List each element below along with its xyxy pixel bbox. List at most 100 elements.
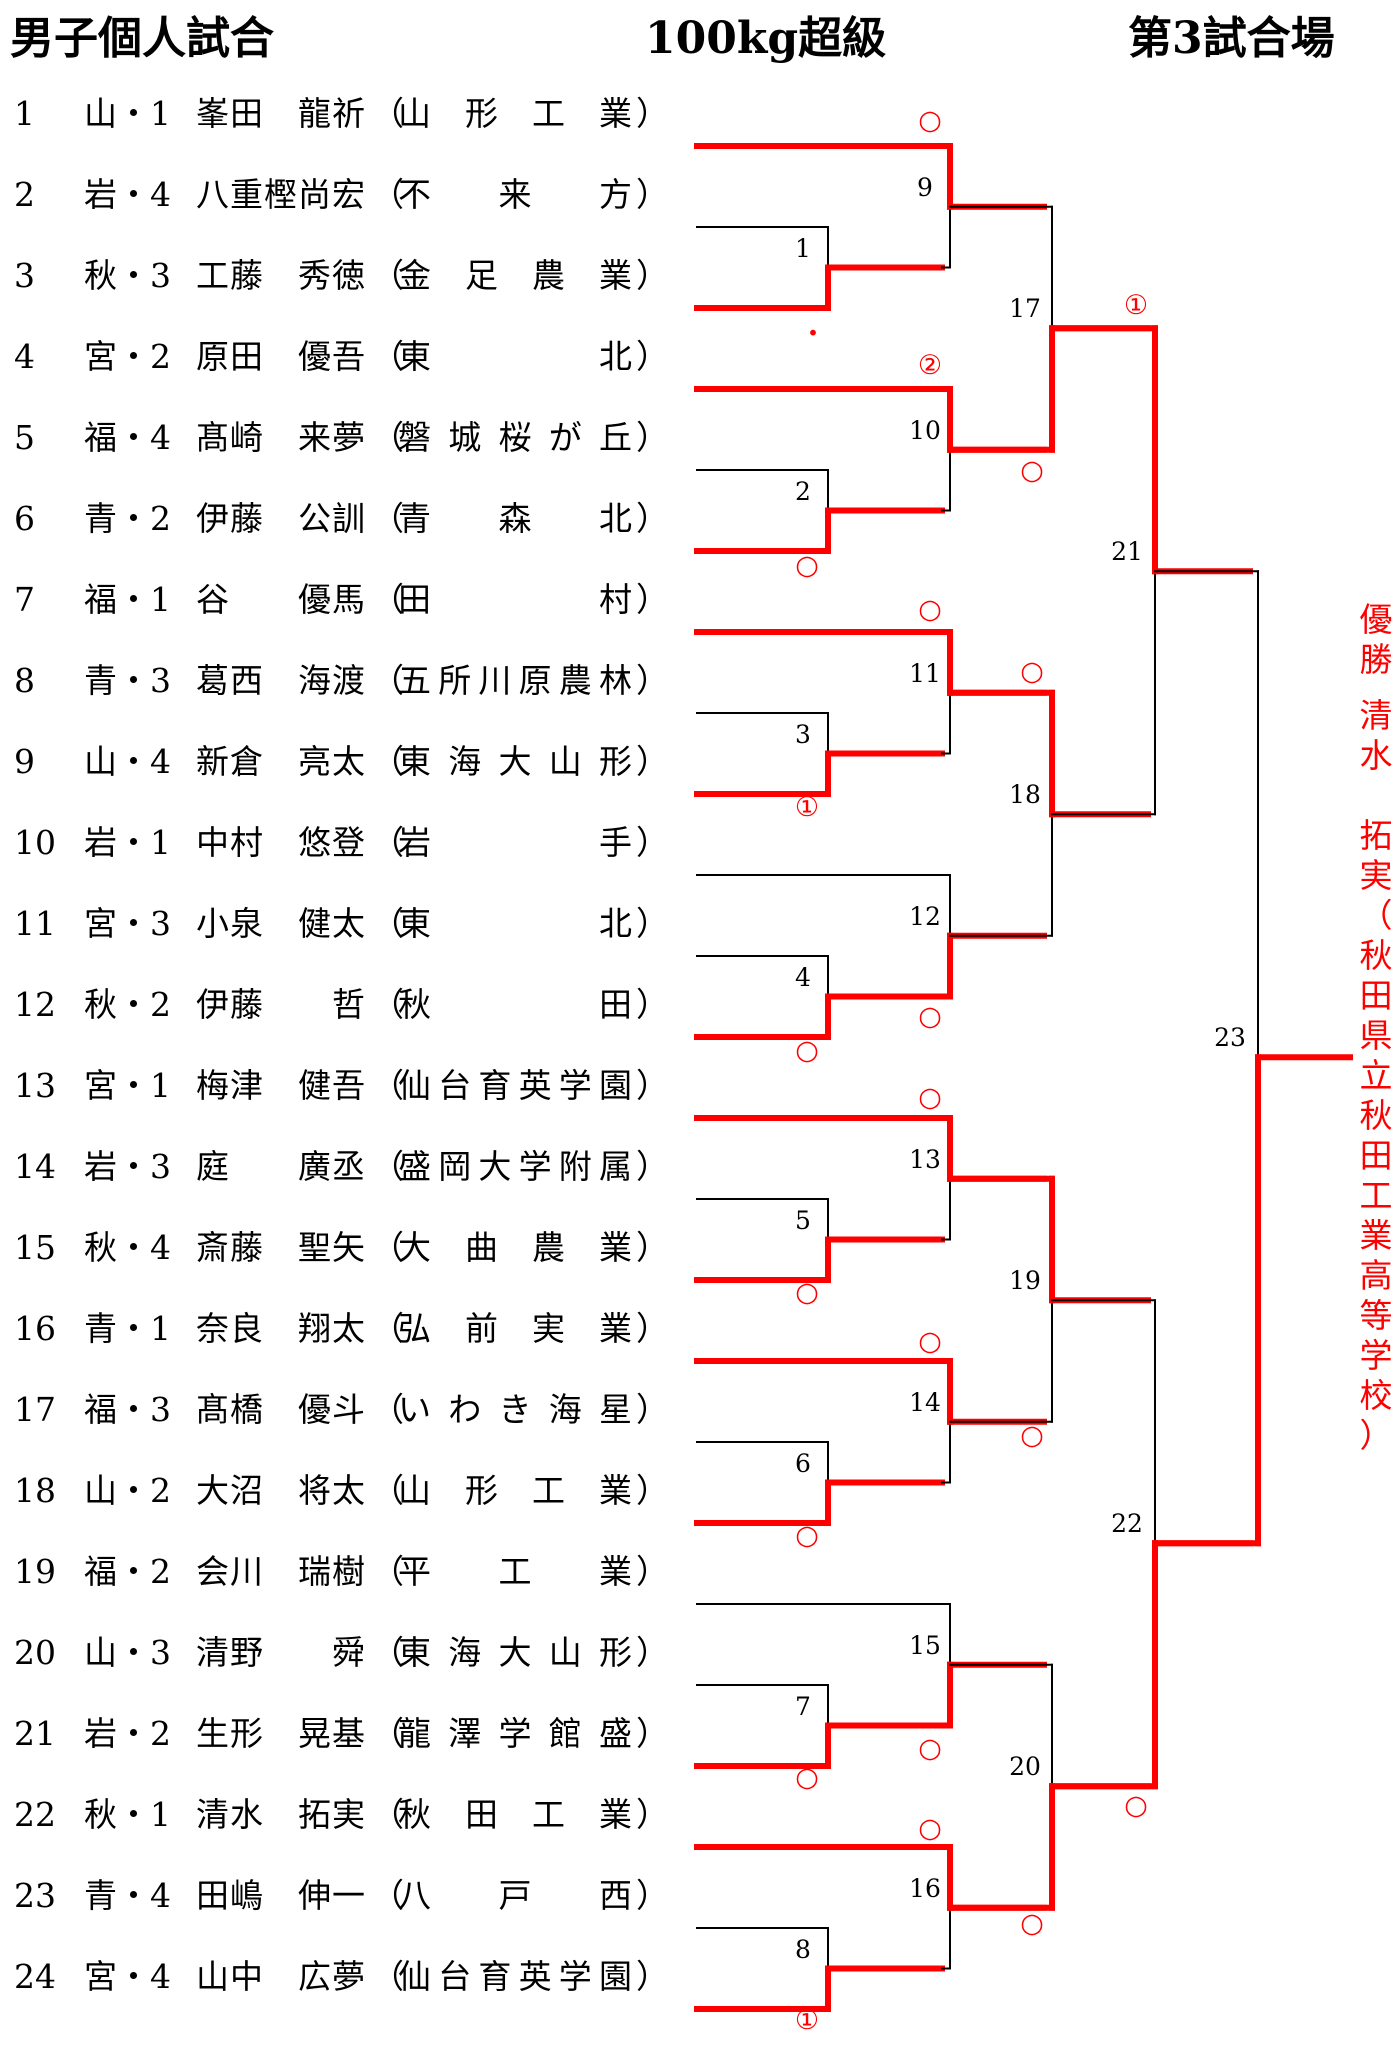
team-char: 龍 <box>398 1714 431 1753</box>
entry-row: 6 青・2 伊藤 公訓（青 森 北） <box>0 489 680 549</box>
match-number: 4 <box>795 962 811 992</box>
entry-name: 八重樫尚宏 <box>196 175 366 214</box>
team-char: 大 <box>478 1147 512 1186</box>
team-char: 山 <box>548 1633 582 1672</box>
paren-open: （ <box>371 1228 404 1267</box>
team-char: 業 <box>599 1228 632 1267</box>
paren-close: ） <box>636 1147 669 1186</box>
entry-number: 19 <box>14 1552 56 1591</box>
entry-team: 秋田 <box>398 975 632 1035</box>
entry-name: 中村 悠登 <box>196 823 366 862</box>
team-char: 秋 <box>398 1795 431 1834</box>
winner-announcement: 優勝 清水 拓実 （秋田県立秋田工業高等学校） <box>1355 600 1397 1456</box>
winner-char: 学 <box>1359 1336 1393 1375</box>
paren-close: ） <box>636 1876 669 1915</box>
team-char: 農 <box>558 661 592 700</box>
entry-number: 17 <box>14 1390 56 1429</box>
entry-prefecture: 岩・1 <box>84 823 171 862</box>
entry-row: 3 秋・3 工藤 秀徳（金足農業） <box>0 246 680 306</box>
entry-number: 14 <box>14 1147 56 1186</box>
winner-label: 優勝 <box>1355 600 1397 680</box>
paren-open: （ <box>371 1795 404 1834</box>
entry-row: 13 宮・1 梅津 健吾（仙台育英学園） <box>0 1056 680 1116</box>
entry-number: 9 <box>14 742 35 781</box>
paren-close: ） <box>636 1957 669 1996</box>
paren-close: ） <box>636 1471 669 1510</box>
result-mark: ○ <box>918 1733 942 1764</box>
entry-team: 東北 <box>398 327 632 387</box>
match-number: 16 <box>909 1873 941 1903</box>
match-number: 17 <box>1009 294 1041 324</box>
team-char: 台 <box>438 1066 472 1105</box>
result-mark: ○ <box>1020 455 1044 486</box>
team-char: 五 <box>398 661 431 700</box>
winner-char: 等 <box>1359 1296 1393 1335</box>
entry-prefecture: 宮・2 <box>84 337 171 376</box>
match-number: 23 <box>1214 1023 1246 1053</box>
team-char: 海 <box>448 1633 482 1672</box>
winner-char: 校 <box>1359 1376 1393 1415</box>
paren-open: （ <box>371 1309 404 1348</box>
entry-number: 12 <box>14 985 56 1024</box>
entry-prefecture: 宮・4 <box>84 1957 171 1996</box>
match-number: 6 <box>795 1448 811 1478</box>
match-number: 5 <box>795 1205 811 1235</box>
team-char: 岩 <box>398 823 431 862</box>
entry-number: 2 <box>14 175 35 214</box>
team-char: 育 <box>478 1066 512 1105</box>
entry-prefecture: 青・2 <box>84 499 171 538</box>
team-char: 田 <box>398 580 431 619</box>
entry-name: 髙橋 優斗 <box>196 1390 366 1429</box>
winner-char: 水 <box>1359 736 1393 775</box>
paren-close: ） <box>636 823 669 862</box>
paren-close: ） <box>636 1714 669 1753</box>
result-mark: ・ <box>799 319 827 350</box>
entry-row: 18 山・2 大沼 将太（山形工業） <box>0 1461 680 1521</box>
entry-team: 秋田工業 <box>398 1785 632 1845</box>
entry-name: 山中 広夢 <box>196 1957 366 1996</box>
team-char: 手 <box>599 823 632 862</box>
team-char: 業 <box>599 1795 632 1834</box>
winner-char: 高 <box>1359 1256 1393 1295</box>
match-number: 22 <box>1111 1509 1143 1539</box>
paren-close: ） <box>636 1309 669 1348</box>
team-char: 園 <box>598 1957 632 1996</box>
entry-team: 弘前実業 <box>398 1299 632 1359</box>
match-number: 20 <box>1009 1752 1041 1782</box>
team-char: 桜 <box>498 418 532 457</box>
match-number: 14 <box>909 1387 941 1417</box>
paren-open: （ <box>371 1390 404 1429</box>
team-char: 形 <box>465 94 498 133</box>
entry-name: 清水 拓実 <box>196 1795 366 1834</box>
team-char: 形 <box>599 1633 632 1672</box>
team-char: 盛 <box>599 1714 632 1753</box>
entry-row: 7 福・1 谷 優馬（田村） <box>0 570 680 630</box>
entry-prefecture: 秋・2 <box>84 985 171 1024</box>
result-mark: ○ <box>1124 1790 1148 1821</box>
paren-close: ） <box>636 580 669 619</box>
entry-prefecture: 福・4 <box>84 418 171 457</box>
entry-team: 大曲農業 <box>398 1218 632 1278</box>
entry-prefecture: 青・3 <box>84 661 171 700</box>
entry-prefecture: 岩・3 <box>84 1147 171 1186</box>
team-char: 東 <box>398 742 431 781</box>
entry-team: 青森北 <box>398 489 632 549</box>
result-mark: ② <box>917 350 943 381</box>
team-char: 園 <box>598 1066 632 1105</box>
team-char: 工 <box>532 1795 565 1834</box>
team-char: 農 <box>532 1228 565 1267</box>
entry-team: いわき海星 <box>398 1380 632 1440</box>
team-char: 形 <box>465 1471 498 1510</box>
paren-open: （ <box>371 256 404 295</box>
entry-prefecture: 福・2 <box>84 1552 171 1591</box>
entry-name: 清野 舜 <box>196 1633 366 1672</box>
entry-team: 金足農業 <box>398 246 632 306</box>
team-char: 業 <box>599 94 632 133</box>
winner-char: 県 <box>1359 1016 1393 1055</box>
entry-prefecture: 山・3 <box>84 1633 171 1672</box>
paren-close: ） <box>636 175 669 214</box>
entry-name: 谷 優馬 <box>196 580 366 619</box>
entry-prefecture: 秋・3 <box>84 256 171 295</box>
paren-close: ） <box>636 904 669 943</box>
team-char: 所 <box>438 661 472 700</box>
